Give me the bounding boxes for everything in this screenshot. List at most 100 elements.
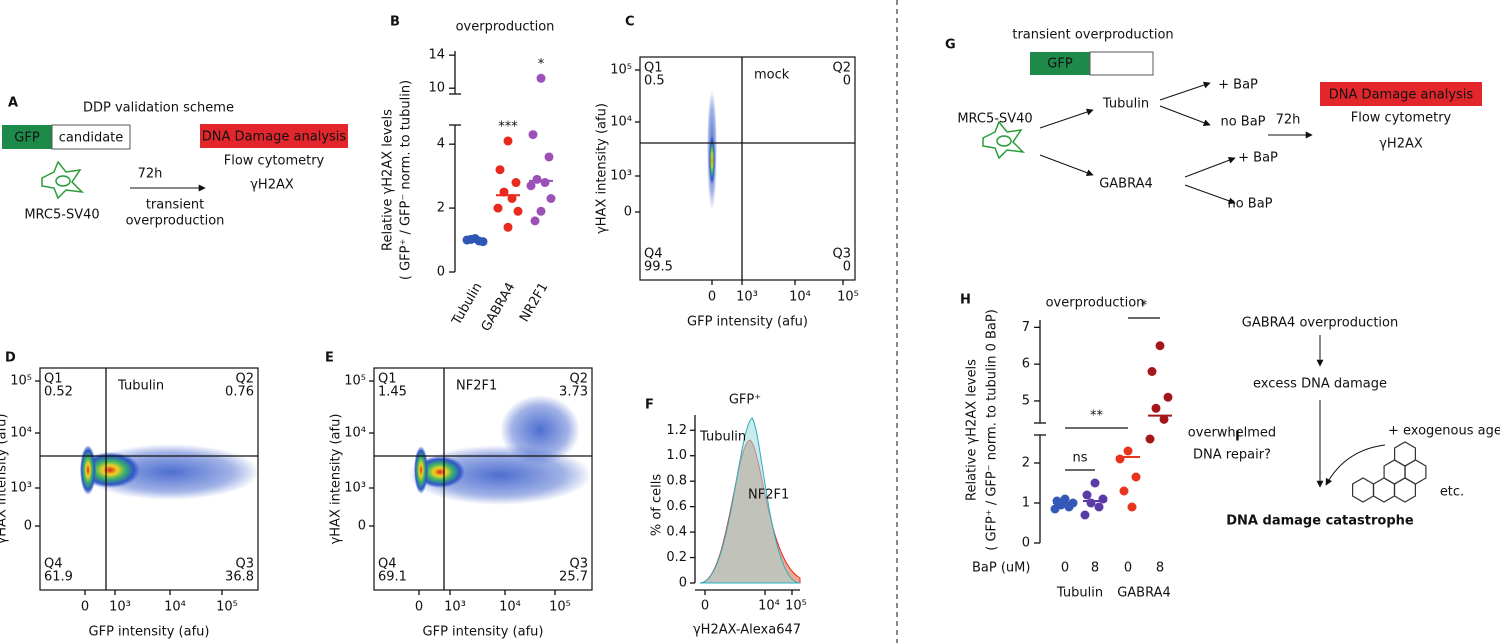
quadrant-value: 25.7 — [559, 570, 588, 585]
y-tick-label: 10⁵ — [10, 374, 32, 389]
significance: * — [538, 57, 545, 72]
candidate-label: Tubulin — [1102, 97, 1149, 112]
time-label: 72h — [1276, 113, 1301, 128]
y-axis-label: ( GFP⁺ / GFP⁻ norm. to tubulin 0 BaP) — [985, 309, 1000, 551]
y-tick-label: 10³ — [610, 169, 632, 184]
quadrant-value: 99.5 — [644, 260, 673, 275]
y-tick-label: 0.8 — [666, 474, 687, 489]
data-point — [1131, 472, 1141, 482]
y-tick-label: 10⁴ — [610, 115, 632, 130]
series-label: NF2F1 — [748, 488, 789, 503]
y-tick-label: 4 — [437, 137, 445, 152]
candidate-label: GABRA4 — [1099, 177, 1153, 192]
y-tick-label: 0 — [358, 519, 366, 534]
quadrant-name: Q2 — [569, 372, 588, 387]
quadrant-name: Q1 — [644, 61, 663, 76]
x-tick-label: 10⁵ — [549, 600, 571, 615]
flow-text: DNA repair? — [1193, 448, 1271, 463]
group-label: GABRA4 — [1117, 586, 1171, 601]
time-label: 72h — [138, 167, 163, 182]
data-point — [544, 152, 554, 162]
analysis-text: DNA Damage analysis — [1329, 88, 1474, 103]
y-tick-label: 0 — [679, 576, 687, 591]
data-point — [526, 181, 536, 191]
y-tick-label: 1.0 — [666, 448, 687, 463]
y-tick-label: 10⁵ — [610, 63, 632, 78]
y-tick-label: 10⁴ — [10, 426, 32, 441]
flow-text: excess DNA damage — [1253, 377, 1387, 392]
chart-title: overproduction — [1046, 296, 1145, 311]
molecule-ring — [1352, 477, 1374, 503]
x-tick-label: 10⁵ — [216, 600, 238, 615]
quadrant-name: Q2 — [832, 61, 851, 76]
gfp-text: GFP — [14, 131, 40, 146]
candidate-text: candidate — [59, 131, 124, 146]
panel-letter: F — [645, 398, 654, 413]
quadrant-name: Q4 — [378, 557, 397, 572]
data-point — [513, 206, 523, 216]
quadrant-name: Q1 — [378, 372, 397, 387]
significance: ** — [1090, 409, 1104, 424]
data-point — [1086, 498, 1096, 508]
histogram-tubulin — [699, 417, 801, 584]
data-point — [493, 203, 503, 213]
arrows — [1039, 81, 1386, 488]
analysis-box — [200, 124, 348, 148]
y-tick-label: 1 — [1022, 496, 1030, 511]
analysis-box — [1320, 82, 1482, 106]
candidate-box — [51, 124, 131, 150]
treatment-label: + BaP — [1238, 151, 1278, 166]
y-axis-label: ( GFP⁺ / GFP⁻ norm. to tubulin) — [399, 80, 414, 280]
treatment-label: no BaP — [1220, 115, 1265, 130]
x-axis-label: GFP intensity (afu) — [687, 315, 808, 330]
quadrant-value: 0.76 — [225, 385, 254, 400]
density-cloud — [80, 445, 96, 495]
x-tick-label: 10⁴ — [758, 599, 780, 614]
data-point — [530, 216, 540, 226]
y-axis-label: γHAX intensity (afu) — [329, 414, 344, 545]
y-tick-label: 0 — [624, 205, 632, 220]
quadrant-name: Q3 — [235, 557, 254, 572]
x-axis-label: GFP intensity (afu) — [89, 625, 210, 640]
quadrant-name: Q2 — [235, 372, 254, 387]
quadrant-value: 36.8 — [225, 570, 254, 585]
x-tick-label: 0 — [701, 599, 709, 614]
x-tick-label: 10⁴ — [164, 600, 186, 615]
cell-icon — [982, 120, 1026, 160]
significance: * — [1141, 299, 1148, 314]
x-tick-label: NR2F1 — [517, 280, 551, 325]
data-point — [511, 178, 521, 188]
x-tick-label: 0 — [708, 290, 716, 305]
data-point — [1050, 504, 1060, 514]
x-tick-label: 10³ — [109, 600, 131, 615]
series-label: Tubulin — [699, 430, 746, 445]
data-point — [1145, 434, 1155, 444]
quadrant-value: 3.73 — [559, 385, 588, 400]
quadrant-name: Q4 — [644, 247, 663, 262]
data-point — [1147, 367, 1157, 376]
quadrant-value: 0 — [843, 260, 851, 275]
panel-title: GFP⁺ — [729, 393, 761, 408]
x-tick-label: 10⁵ — [837, 290, 859, 305]
arrow-label: overproduction — [126, 214, 225, 229]
y-axis-label: γHAX intensity (afu) — [595, 103, 610, 234]
chart-title: overproduction — [456, 20, 555, 35]
y-tick-label: 10⁴ — [344, 426, 366, 441]
panel-letter: A — [8, 96, 18, 111]
data-point — [1082, 490, 1092, 500]
panel-letter: G — [945, 38, 956, 53]
y-tick-label: 10³ — [344, 481, 366, 496]
quadrant-name: Q1 — [44, 372, 63, 387]
panel-letter: H — [960, 293, 971, 308]
flow-text: etc. — [1440, 485, 1464, 500]
panel-letter: C — [625, 15, 635, 30]
group-label: Tubulin — [1056, 586, 1103, 601]
plot-frame — [639, 56, 856, 281]
quadrant-value: 0.5 — [644, 74, 665, 89]
y-tick-label: 14 — [428, 48, 445, 63]
quadrant-value: 61.9 — [44, 570, 73, 585]
data-point — [1090, 478, 1100, 488]
x-tick-label: 10⁴ — [789, 290, 811, 305]
x-tick-label: 8 — [1156, 561, 1164, 576]
data-point — [1151, 403, 1161, 413]
